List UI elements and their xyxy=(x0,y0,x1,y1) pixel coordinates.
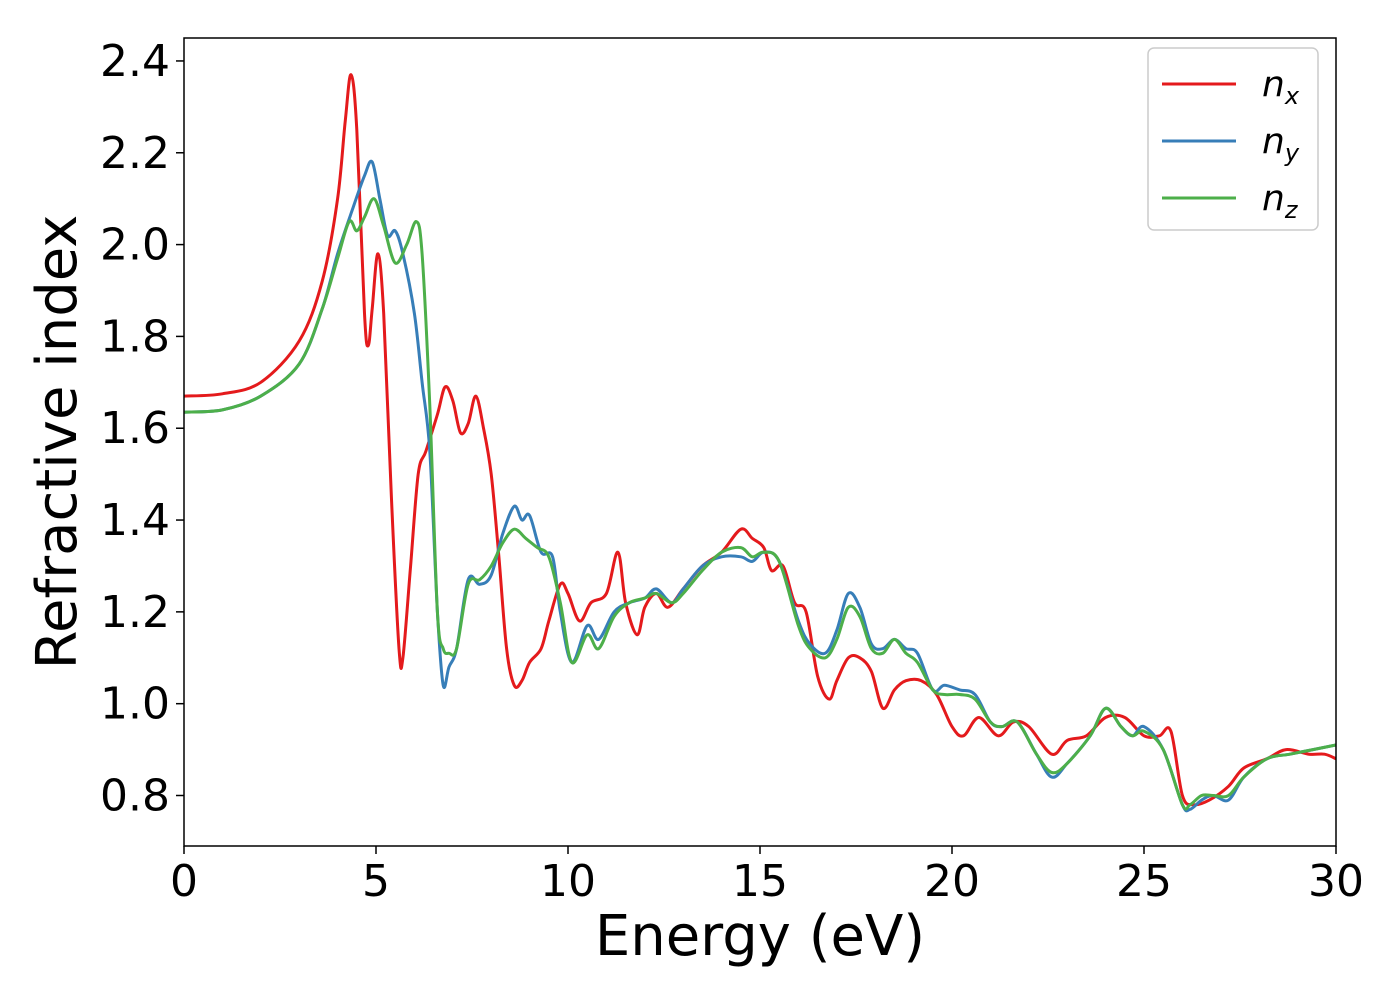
y-tick-label: 1.4 xyxy=(100,495,170,546)
series-layer xyxy=(184,73,1336,813)
x-tick-label: 5 xyxy=(362,856,390,907)
legend: nx ny nz xyxy=(1147,47,1319,231)
x-axis-title: Energy (eV) xyxy=(595,904,925,969)
y-tick-label: 2.0 xyxy=(100,220,170,271)
y-tick-label: 0.8 xyxy=(100,771,170,822)
y-axis: 0.8 1.0 1.2 1.4 1.6 1.8 2.0 2.2 2.4 xyxy=(100,36,184,822)
y-tick-label: 2.4 xyxy=(100,36,170,87)
series-line-ny xyxy=(184,159,1336,813)
y-tick-label: 1.8 xyxy=(100,311,170,362)
y-tick-label: 1.6 xyxy=(100,403,170,454)
x-tick-label: 20 xyxy=(924,856,980,907)
x-tick-label: 10 xyxy=(540,856,596,907)
x-tick-label: 0 xyxy=(170,856,198,907)
series-line-nz xyxy=(184,197,1336,811)
legend-label-nz: nz xyxy=(1262,178,1299,224)
legend-label-ny: ny xyxy=(1262,121,1300,167)
y-axis-title: Refractive index xyxy=(25,215,90,670)
x-tick-label: 15 xyxy=(732,856,788,907)
legend-label-nx: nx xyxy=(1262,64,1300,110)
x-tick-label: 25 xyxy=(1116,856,1172,907)
x-tick-label: 30 xyxy=(1308,856,1364,907)
legend-frame xyxy=(1147,47,1319,231)
x-axis: 0 5 10 15 20 25 30 xyxy=(170,846,1364,907)
y-tick-label: 1.0 xyxy=(100,679,170,730)
y-tick-label: 1.2 xyxy=(100,587,170,638)
y-tick-label: 2.2 xyxy=(100,128,170,179)
